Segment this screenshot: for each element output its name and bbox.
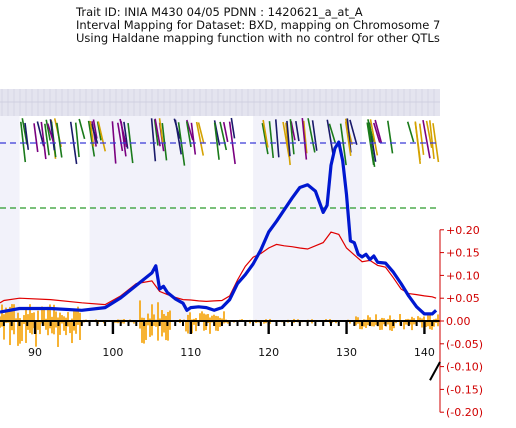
band	[89, 116, 191, 321]
method-line: Using Haldane mapping function with no c…	[76, 31, 440, 45]
snp-mark	[213, 122, 220, 160]
snp-mark	[428, 120, 435, 160]
right-axis-label: +0.15	[446, 247, 480, 260]
snp-mark	[219, 121, 228, 151]
snp-mark	[369, 119, 379, 156]
snp-mark	[307, 118, 316, 153]
right-axis-label: (-0.05)	[446, 338, 483, 351]
x-tick-label: 130	[336, 346, 357, 359]
snp-mark	[74, 122, 80, 158]
axes: 90 100 110 120 130 140 +0.20 +0.15 +0.10 +0.05 0.0…	[0, 224, 483, 419]
dataset-line: Interval Mapping for Dataset: BXD, mappi…	[76, 18, 441, 32]
snp-mark	[89, 120, 95, 147]
snp-mark	[158, 118, 164, 143]
band	[190, 116, 254, 321]
snp-mark	[326, 119, 335, 158]
snp-mark	[197, 122, 205, 144]
snp-mark	[195, 121, 205, 156]
snp-mark	[301, 117, 308, 160]
band	[362, 116, 440, 321]
snp-mark	[274, 119, 280, 158]
snp-mark	[344, 121, 352, 156]
snp-mark	[150, 118, 157, 162]
snp-mark	[418, 123, 425, 155]
snp-mark	[261, 122, 269, 155]
snp-mark	[190, 122, 197, 155]
snp-mark	[268, 121, 275, 159]
right-axis-label: (-0.15)	[446, 383, 483, 396]
snp-mark	[56, 122, 63, 158]
snp-mark	[154, 118, 161, 147]
band	[0, 116, 20, 321]
snp-mark	[302, 120, 308, 154]
x-tick-label: 90	[28, 346, 42, 359]
snp-mark	[290, 121, 296, 141]
snp-mark	[97, 121, 107, 152]
snp-mark	[21, 118, 28, 145]
snp-mark	[90, 123, 99, 144]
x-tick-label: 100	[102, 346, 123, 359]
snp-mark	[374, 119, 383, 144]
snp-mark	[174, 119, 183, 155]
snp-mark	[44, 123, 50, 156]
snp-mark	[285, 122, 291, 166]
snp-mark	[123, 121, 129, 149]
right-axis-label: +0.20	[446, 224, 480, 237]
snp-mark	[349, 119, 358, 145]
snp-mark	[46, 123, 55, 143]
band	[253, 116, 363, 321]
snp-mark	[33, 123, 39, 153]
snp-mark	[177, 122, 186, 166]
snp-mark	[328, 123, 337, 144]
snp-mark	[339, 123, 347, 166]
snp-mark	[87, 120, 96, 157]
snp-mark	[286, 120, 291, 157]
additive-effect-line	[0, 231, 437, 306]
right-axis-label: 0.00	[446, 315, 471, 328]
snp-mark	[386, 120, 394, 154]
snp-mark	[367, 122, 376, 168]
data-series	[0, 140, 438, 316]
right-axis-label: (-0.10)	[446, 361, 483, 374]
snp-mark	[367, 119, 375, 142]
right-axis-label: +0.10	[446, 269, 480, 282]
snp-mark	[222, 121, 229, 143]
snp-mark	[289, 119, 295, 155]
snp-mark	[230, 117, 236, 139]
snp-mark	[161, 122, 168, 161]
chart-title-block: Trait ID: INIA M430 04/05 PDNN : 1420621…	[76, 6, 440, 45]
snp-mark	[36, 121, 45, 147]
snp-mark	[311, 120, 318, 151]
snp-mark	[96, 121, 102, 141]
snp-mark	[295, 121, 300, 142]
x-tick-label: 140	[414, 346, 435, 359]
snp-mark	[45, 119, 51, 141]
snp-mark	[40, 121, 47, 160]
snp-mark	[153, 119, 159, 146]
snp-mark	[119, 118, 128, 148]
x-tick-label: 120	[258, 346, 279, 359]
right-axis-label: (-0.20)	[446, 406, 483, 419]
snp-mark	[24, 122, 30, 150]
snp-mark	[49, 119, 56, 151]
snp-mark	[422, 119, 431, 159]
snp-mark	[78, 118, 86, 140]
snp-mark	[406, 121, 415, 143]
snp-mark	[92, 119, 98, 139]
trait-id-line: Trait ID: INIA M430 04/05 PDNN : 1420621…	[76, 5, 363, 19]
lrs-line	[0, 140, 438, 316]
snp-mark	[116, 122, 124, 152]
right-axis-label: +0.05	[446, 292, 480, 305]
threshold-lines	[0, 142, 440, 209]
chromosome-bands	[0, 116, 440, 321]
snp-mark	[414, 121, 421, 161]
snp-mark	[346, 118, 352, 153]
snp-mark	[20, 121, 27, 163]
chr-end-mark	[429, 361, 441, 381]
snp-mark	[262, 119, 269, 148]
snp-mark	[373, 122, 381, 143]
x-tick-label: 110	[180, 346, 201, 359]
